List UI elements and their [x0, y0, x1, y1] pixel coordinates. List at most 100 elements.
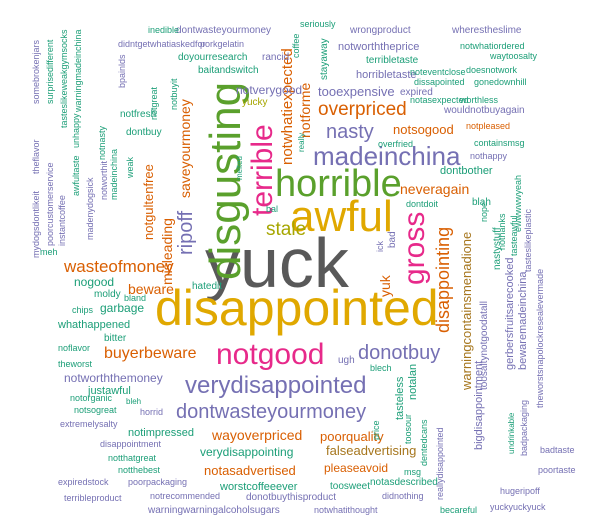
word: gerbersfruitsarecooked — [504, 257, 516, 370]
word: disgusting — [201, 81, 250, 280]
word: overpriced — [318, 99, 407, 120]
word: dontwasteyourmoney — [176, 401, 367, 423]
word: hugeripoff — [500, 486, 540, 496]
word: notbuyit — [169, 78, 179, 110]
word: stale — [266, 219, 307, 240]
word: poorcustomerservice — [45, 162, 55, 246]
word: worthless — [460, 95, 499, 105]
word: horrid — [140, 407, 164, 417]
word: warningwarningalcoholsugars — [148, 505, 280, 516]
word: verydisappointed — [185, 372, 367, 399]
word: toosweet — [330, 481, 371, 492]
word: dontbother — [440, 165, 493, 177]
word: melted — [235, 155, 244, 180]
word: buyerbeware — [104, 345, 197, 362]
word: nogood — [74, 275, 115, 289]
word: theflavor — [31, 139, 41, 174]
word: moldy — [94, 289, 121, 300]
word: justawful — [88, 385, 131, 397]
word: overfried — [378, 139, 414, 149]
word: chips — [72, 305, 94, 315]
word: coffee — [291, 33, 301, 58]
word: whathappened — [58, 319, 131, 331]
word: neveragain — [400, 181, 470, 197]
word: notasdescribed — [370, 477, 438, 488]
word: notpleased — [466, 121, 511, 131]
word: wayoverpriced — [212, 427, 303, 443]
word: pleaseavoid — [324, 461, 389, 475]
word: notwhatiexpected — [279, 48, 296, 165]
word: yucky — [242, 97, 268, 108]
word: notrecommended — [150, 491, 221, 501]
word: donotbuythisproduct — [246, 492, 337, 503]
word: notasexpected — [410, 95, 469, 105]
word: containsmsg — [474, 138, 525, 148]
word: garbage — [100, 301, 145, 315]
word: disappointed — [155, 280, 439, 336]
word: extremelysalty — [60, 419, 118, 429]
word: bpainlds — [117, 54, 127, 88]
word: instantcoffee — [57, 195, 67, 246]
word: gonedownhill — [474, 77, 527, 87]
word: notworththeprice — [338, 41, 420, 53]
word: terribletaste — [366, 55, 419, 66]
word: warningcontainsmenadione — [459, 231, 474, 390]
word: tasteslikeplastic — [523, 208, 533, 272]
word: notsogood — [393, 122, 454, 137]
word: didnothing — [382, 491, 424, 501]
word: blah — [472, 197, 491, 208]
word: mydogsdontlikeit — [31, 190, 41, 258]
word: nope — [479, 201, 489, 222]
word: awful — [290, 192, 393, 241]
word: bewaremadeinchina — [517, 271, 529, 370]
word: disappointing — [433, 226, 453, 333]
word: notgood — [216, 338, 325, 371]
word: disappointment — [100, 439, 162, 449]
word: dissapointed — [414, 77, 465, 87]
word: toosour — [403, 413, 413, 444]
word: ick — [375, 241, 385, 252]
word: poorpackaging — [128, 477, 188, 487]
word: nothappy — [470, 151, 508, 161]
word: bad — [387, 231, 398, 248]
word: beware — [128, 281, 174, 297]
word: madenydogsick — [85, 177, 95, 240]
word: didntgetwhatiaskedfor — [118, 39, 206, 49]
word: dentedcans — [419, 419, 429, 466]
word: horrible — [275, 163, 402, 205]
word: dontbuy — [126, 127, 162, 138]
word: noflavor — [58, 343, 91, 353]
word: bal — [266, 204, 279, 214]
word: donotbuy — [358, 342, 441, 364]
word: notwhatiordered — [460, 41, 525, 51]
word: notfresh — [120, 109, 157, 120]
word: waytoosalty — [490, 51, 538, 61]
word: price — [371, 420, 381, 440]
word: yuckyuckyuck — [490, 502, 546, 512]
word: notorganic — [70, 393, 113, 403]
word: warningmadeinchina — [73, 29, 83, 112]
word: ripoff — [175, 210, 197, 255]
word: yuck — [205, 224, 349, 302]
word: nothanks — [497, 213, 507, 250]
word: yuk — [377, 275, 393, 297]
word: bleh — [126, 397, 142, 406]
word: surprisedifferent — [45, 39, 55, 104]
word: notasadvertised — [204, 463, 296, 478]
word: rancid — [262, 52, 290, 63]
word: ewwwwwyeah — [513, 174, 523, 232]
word: falseadvertising — [326, 443, 417, 458]
word: worstcoffeeever — [220, 481, 298, 493]
word: theworstsnapolockresealevermade — [535, 268, 545, 408]
word: seriously — [300, 19, 336, 29]
word: inedible — [148, 25, 180, 35]
word: wouldnotbuyagain — [444, 105, 525, 116]
word: really — [297, 132, 306, 152]
word: weak — [125, 156, 135, 178]
word: notimpressed — [128, 427, 195, 439]
word: notalan — [407, 363, 419, 400]
word: somebrokenjars — [31, 39, 41, 104]
word: reallydisappointed — [435, 427, 445, 500]
word: becareful — [440, 505, 478, 515]
